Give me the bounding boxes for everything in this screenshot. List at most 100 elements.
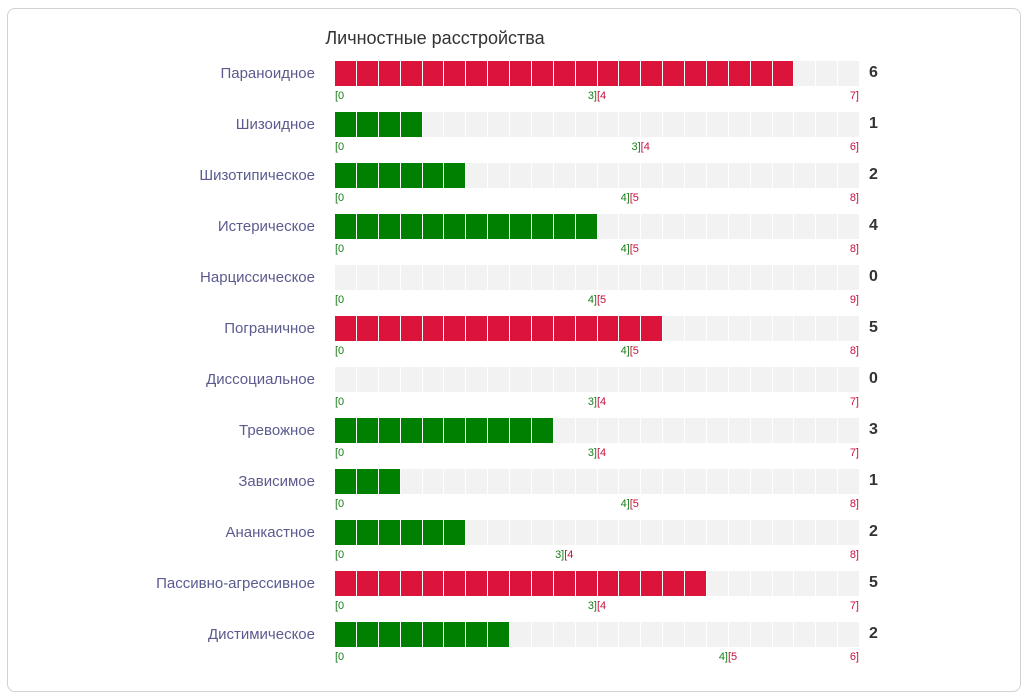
bar-cell-empty: [488, 469, 510, 494]
bar-cell-empty: [663, 469, 685, 494]
bar-cell-filled: [619, 316, 642, 341]
bar-cell-filled: [597, 316, 620, 341]
bar-cell-filled: [444, 163, 467, 188]
bar-cell-filled: [335, 469, 357, 494]
bar-cell-filled: [400, 418, 423, 443]
bar-cell-empty: [641, 163, 664, 188]
bar-cell-empty: [663, 112, 685, 137]
bar-cell-empty: [597, 367, 620, 392]
bar-cell-empty: [444, 469, 467, 494]
bar-cell-empty: [575, 163, 598, 188]
bar-cell-empty: [750, 112, 773, 137]
bar-cell-empty: [685, 418, 707, 443]
bar-track: [335, 265, 859, 290]
bar-cell-empty: [728, 163, 751, 188]
bar-row: Зависимое 1 [0 4][5 8]: [0, 469, 1030, 520]
bar-cell-empty: [816, 520, 839, 545]
bar-cell-filled: [400, 571, 423, 596]
bar-cell-empty: [816, 112, 839, 137]
bar-cell-filled: [466, 418, 489, 443]
bar-cell-empty: [356, 265, 379, 290]
bar-value: 5: [869, 574, 878, 591]
bar-cell-filled: [400, 316, 423, 341]
bar-cell-empty: [641, 112, 664, 137]
bar-cell-filled: [356, 112, 379, 137]
bar-cell-empty: [772, 214, 795, 239]
bar-cell-filled: [335, 316, 357, 341]
bar-cell-empty: [510, 520, 532, 545]
bar-cell-empty: [772, 112, 795, 137]
bar-cell-filled: [488, 418, 510, 443]
bar-cell-filled: [531, 418, 554, 443]
bar-cell-empty: [816, 367, 839, 392]
bar-cell-empty: [531, 367, 554, 392]
bar-cell-empty: [510, 622, 532, 647]
bar-label: Шизоидное: [235, 116, 315, 133]
bar-label: Зависимое: [238, 473, 315, 490]
bar-cell-empty: [641, 214, 664, 239]
bar-cell-empty: [685, 622, 707, 647]
bar-cell-empty: [750, 469, 773, 494]
bar-cell-empty: [794, 622, 817, 647]
bar-cell-filled: [553, 316, 576, 341]
bar-value: 0: [869, 268, 878, 285]
bar-cell-empty: [706, 520, 729, 545]
bar-cell-empty: [772, 622, 795, 647]
bar-cell-empty: [750, 316, 773, 341]
bar-cell-filled: [510, 214, 532, 239]
bar-cell-empty: [685, 265, 707, 290]
bar-cell-filled: [575, 316, 598, 341]
bar-cell-empty: [728, 214, 751, 239]
bar-cell-empty: [531, 112, 554, 137]
bar-cell-empty: [641, 520, 664, 545]
bar-cell-empty: [597, 469, 620, 494]
bar-cell-empty: [619, 112, 642, 137]
bar-cell-empty: [422, 469, 445, 494]
bar-cell-empty: [575, 367, 598, 392]
bar-cell-empty: [400, 265, 423, 290]
bar-row: Истерическое 4 [0 4][5 8]: [0, 214, 1030, 265]
bar-cell-filled: [641, 316, 664, 341]
bar-cell-empty: [772, 316, 795, 341]
bar-cell-filled: [356, 163, 379, 188]
bar-cell-empty: [466, 163, 489, 188]
bar-cell-filled: [597, 571, 620, 596]
bar-cell-empty: [641, 265, 664, 290]
bar-cell-empty: [466, 112, 489, 137]
bar-cell-empty: [597, 520, 620, 545]
bar-cell-empty: [378, 367, 401, 392]
bar-cell-filled: [335, 61, 357, 86]
bar-cell-empty: [794, 418, 817, 443]
bar-cell-filled: [488, 316, 510, 341]
bar-label: Дистимическое: [207, 626, 315, 643]
bar-label: Параноидное: [220, 65, 315, 82]
bar-cell-filled: [400, 163, 423, 188]
bar-row: Дистимическое 2 [0 4][5 6]: [0, 622, 1030, 673]
bar-cell-empty: [641, 367, 664, 392]
bar-cell-filled: [378, 469, 401, 494]
bar-cell-empty: [772, 469, 795, 494]
bar-cell-empty: [816, 571, 839, 596]
bar-cell-empty: [531, 622, 554, 647]
bar-cell-filled: [444, 214, 467, 239]
bar-cell-empty: [816, 61, 839, 86]
bar-cell-empty: [750, 622, 773, 647]
bar-cell-filled: [706, 61, 729, 86]
bar-cell-empty: [510, 163, 532, 188]
bar-cell-empty: [706, 367, 729, 392]
chart-title: Личностные расстройства: [325, 28, 545, 48]
bar-cell-filled: [685, 61, 707, 86]
bar-cell-empty: [466, 265, 489, 290]
bar-cell-filled: [488, 61, 510, 86]
bar-cell-filled: [422, 214, 445, 239]
bar-cell-filled: [335, 418, 357, 443]
bar-cell-empty: [794, 571, 817, 596]
bar-cell-empty: [794, 214, 817, 239]
bar-cell-empty: [553, 469, 576, 494]
bar-cell-filled: [466, 316, 489, 341]
bar-cell-filled: [422, 163, 445, 188]
bar-cell-empty: [619, 418, 642, 443]
bar-cell-empty: [838, 469, 859, 494]
bar-cell-filled: [553, 214, 576, 239]
bar-cell-filled: [400, 520, 423, 545]
